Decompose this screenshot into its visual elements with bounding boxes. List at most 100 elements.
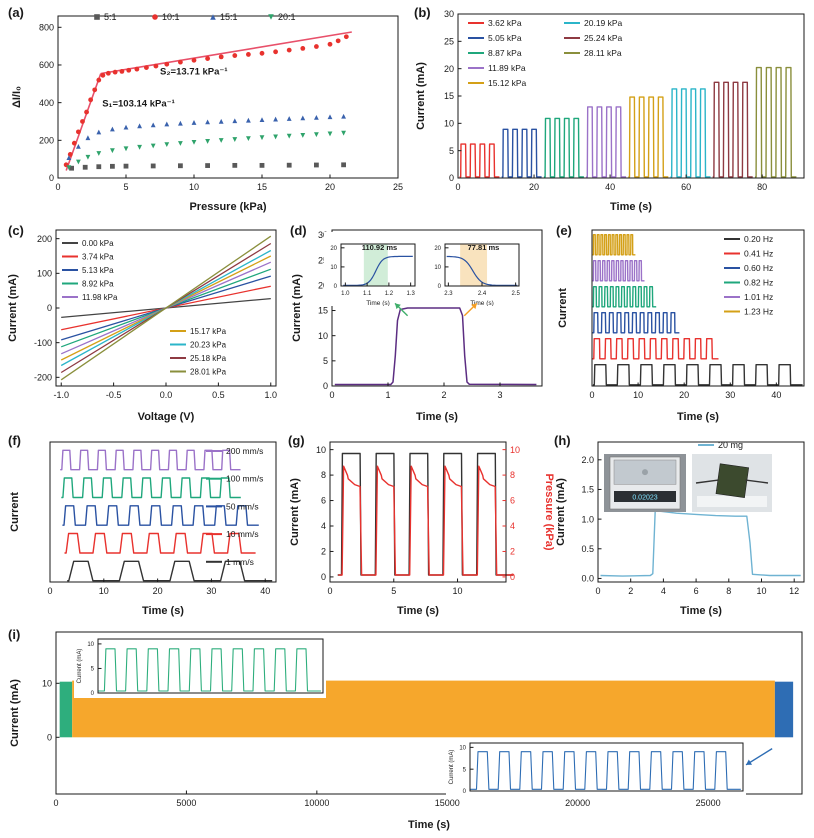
legend-label: 0.20 Hz	[744, 234, 773, 244]
series-pulse-3.62kPa	[459, 143, 500, 178]
series-end-pulses	[470, 751, 741, 790]
legend-label: 8.92 kPa	[82, 280, 114, 289]
marker-circle	[100, 72, 106, 78]
series-speed-1mms	[67, 560, 273, 582]
start-cycles-inset: 0 5 10 Current (mA)	[74, 636, 326, 698]
series-pulse-5.05kPa	[501, 128, 542, 178]
marker-triangle-up	[232, 118, 238, 124]
y-tick-label: 10	[316, 445, 326, 455]
marker-circle	[205, 56, 211, 61]
marker-square	[178, 163, 183, 169]
series-pulse-11.89kPa	[586, 106, 627, 178]
legend-label: 15.17 kPa	[190, 327, 227, 336]
y2-tick-label: 8	[510, 470, 515, 480]
x-tick-label: 30	[206, 586, 216, 596]
x-tick-label: -1.0	[53, 390, 69, 400]
series-speed-200mms	[60, 449, 241, 471]
marker-triangle-down	[205, 139, 210, 144]
y-tick-label: 0.5	[581, 544, 594, 554]
marker-triangle-up	[164, 121, 170, 127]
x-tick-label: 5	[391, 586, 396, 596]
marker-square	[286, 162, 292, 168]
y-tick-label: 10	[87, 642, 94, 648]
marker-circle	[343, 34, 349, 40]
marker-circle	[164, 61, 170, 67]
marker-triangle-up	[178, 120, 183, 126]
y-tick-label: 10	[330, 265, 337, 271]
marker-square	[205, 163, 210, 168]
x-tick-label: 60	[681, 182, 691, 192]
y-tick-label: 8	[321, 470, 326, 480]
marker-triangle-down	[268, 14, 274, 20]
y-tick-label: 5	[91, 667, 95, 673]
series-fit-line-s2	[100, 31, 352, 75]
marker-circle	[153, 63, 159, 69]
marker-circle	[80, 119, 85, 124]
marker-triangle-down	[273, 134, 278, 140]
marker-triangle-up	[191, 120, 197, 125]
x-tick-label: 0	[327, 586, 332, 596]
y-tick-label: 10	[444, 118, 454, 128]
y-tick-label: 200	[39, 135, 54, 145]
y-tick-label: 15	[318, 306, 328, 316]
axes-frame	[57, 15, 399, 179]
marker-triangle-up	[137, 123, 142, 129]
marker-triangle-up	[96, 129, 102, 135]
y-axis-label: Current (mA)	[449, 750, 455, 785]
legend-label: 11.89 kPa	[488, 63, 526, 73]
legend-label: 100 mm/s	[226, 474, 263, 484]
series-rise-curve	[343, 255, 413, 287]
series-freq-1.01Hz	[592, 260, 645, 282]
y-tick-label: 400	[39, 98, 54, 108]
marker-triangle-up	[150, 122, 156, 128]
x-tick-label: 5	[123, 182, 128, 192]
panel-label: (g)	[288, 433, 305, 448]
y-tick-label: 10	[459, 745, 466, 751]
legend-label: 1.01 Hz	[744, 292, 773, 302]
series-freq-0.60Hz	[592, 311, 680, 334]
axes-frame	[97, 638, 324, 694]
x-tick-label: 10	[756, 586, 766, 596]
annotation: S₁=103.14 kPa⁻¹	[102, 99, 175, 110]
x-axis-label: Time (s)	[142, 605, 184, 617]
legend-label: 200 mm/s	[226, 446, 263, 456]
marker-triangle-up	[300, 115, 306, 121]
panel-label: (c)	[8, 223, 24, 238]
y-tick-label: 0	[323, 381, 328, 391]
marker-circle	[119, 68, 125, 74]
legend-label: 15.12 kPa	[488, 78, 527, 88]
x-tick-label: 0	[329, 390, 334, 400]
y-tick-label: 0	[438, 284, 442, 290]
legend-label: 5.05 kPa	[488, 33, 522, 43]
data-band	[363, 244, 388, 286]
x-tick-label: 20	[325, 182, 335, 192]
marker-triangle-down	[85, 154, 91, 160]
marker-triangle-up	[123, 124, 129, 130]
marker-triangle-up	[110, 126, 115, 132]
legend-label: 0.60 Hz	[744, 263, 773, 273]
panel-h: 0 2 4 6 8 10 12 0.0 0.5 1.0 1.5 2.0 Time (s) Current …	[554, 433, 805, 617]
x-tick-label: 2	[441, 390, 446, 400]
y-tick-label: 20	[330, 246, 337, 252]
y-tick-label: 20	[444, 64, 454, 74]
x-tick-label: 20	[153, 586, 163, 596]
y-tick-label: 15	[444, 91, 454, 101]
y-tick-label: 30	[444, 9, 454, 19]
axes-frame	[329, 441, 507, 583]
x-tick-label: 4	[661, 586, 666, 596]
legend-label: 3.62 kPa	[488, 18, 522, 28]
marker-circle	[96, 77, 102, 83]
marker-square	[232, 162, 238, 168]
marker-triangle-up	[246, 117, 251, 123]
marker-circle	[126, 67, 132, 73]
legend-label: 0.82 Hz	[744, 278, 773, 288]
x-tick-label: 10	[453, 586, 463, 596]
x-tick-label: 80	[757, 182, 767, 192]
y-axis-label: Current (mA)	[7, 274, 19, 342]
panel-i: 0 5000 10000 15000 20000 25000 0 10 Time (s) Curr…	[8, 627, 803, 831]
y2-tick-label: 2	[510, 547, 515, 557]
marker-square	[150, 163, 156, 169]
x-tick-label: 25	[393, 182, 403, 192]
marker-circle	[273, 49, 278, 55]
marker-circle	[84, 109, 89, 115]
